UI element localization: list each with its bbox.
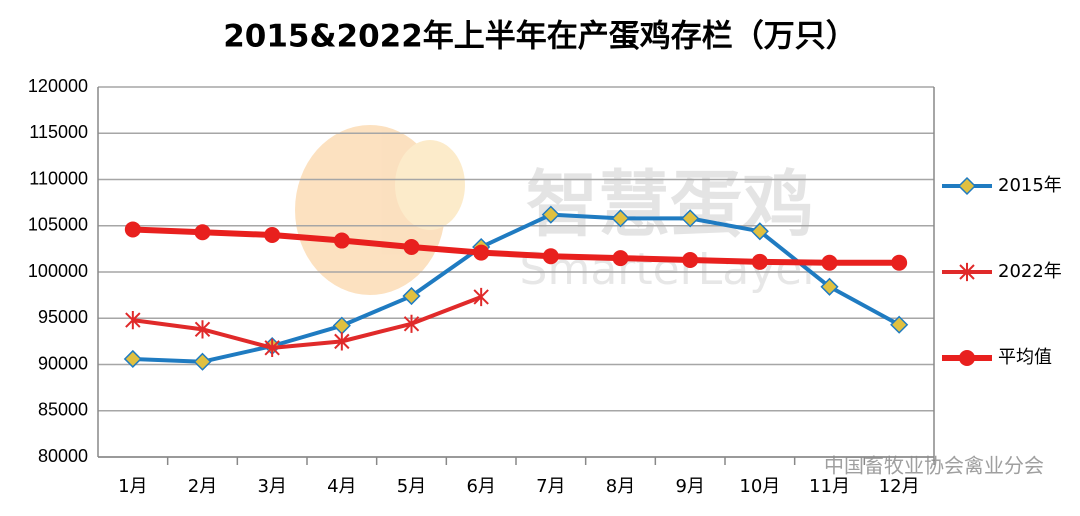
marker <box>333 232 350 249</box>
legend-label: 平均值 <box>998 347 1052 368</box>
y-tick-label: 80000 <box>38 446 88 466</box>
marker <box>542 248 559 265</box>
x-tick-label: 6月 <box>466 476 495 497</box>
marker <box>125 311 141 330</box>
marker <box>681 209 700 228</box>
legend-item: 2022年 <box>942 261 1062 282</box>
series-line <box>132 226 900 266</box>
marker <box>334 332 350 351</box>
marker <box>821 254 838 271</box>
y-tick-label: 105000 <box>28 215 88 235</box>
marker <box>403 239 420 256</box>
marker <box>959 262 975 282</box>
legend-item: 平均值 <box>942 347 1052 368</box>
x-tick-label: 5月 <box>397 476 426 497</box>
marker <box>264 227 281 243</box>
y-tick-label: 90000 <box>38 353 88 373</box>
marker <box>473 287 489 307</box>
legend-label: 2015年 <box>998 175 1062 196</box>
watermark-logo <box>295 125 465 295</box>
y-tick-label: 85000 <box>38 400 88 420</box>
marker <box>751 253 768 270</box>
watermark-text: 智慧蛋鸡 <box>526 163 814 247</box>
marker <box>820 277 839 296</box>
series-line <box>132 212 901 364</box>
marker <box>891 254 908 271</box>
marker <box>194 224 211 241</box>
marker <box>194 320 211 339</box>
marker <box>611 209 630 228</box>
marker <box>473 244 490 261</box>
marker <box>541 205 560 224</box>
y-tick-label: 120000 <box>28 76 88 96</box>
marker <box>193 352 212 371</box>
marker <box>890 315 909 334</box>
x-tick-label: 9月 <box>675 476 704 497</box>
series-line <box>132 295 482 350</box>
x-tick-label: 3月 <box>257 476 286 497</box>
x-tick-label: 7月 <box>536 476 565 497</box>
x-tick-label: 12月 <box>879 476 920 497</box>
marker <box>402 286 421 306</box>
legend-label: 2022年 <box>998 261 1062 282</box>
watermark-text: SmarterLayer <box>520 244 822 295</box>
marker <box>750 222 769 241</box>
marker <box>123 349 142 369</box>
marker <box>403 314 420 333</box>
x-tick-label: 4月 <box>327 476 356 497</box>
marker <box>264 338 280 357</box>
x-tick-label: 1月 <box>118 476 147 497</box>
chart-title: 2015&2022年上半年在产蛋鸡存栏（万只） <box>223 19 857 55</box>
legend-item: 2015年 <box>942 175 1062 196</box>
y-tick-label: 100000 <box>28 261 88 281</box>
y-tick-label: 110000 <box>29 168 88 188</box>
marker <box>124 221 141 238</box>
marker <box>682 251 699 268</box>
marker <box>959 350 975 366</box>
x-tick-label: 11月 <box>809 476 850 497</box>
x-tick-label: 8月 <box>606 476 635 497</box>
marker <box>332 316 351 335</box>
y-tick-label: 95000 <box>38 307 88 327</box>
marker <box>957 176 977 196</box>
x-tick-label: 2月 <box>188 476 217 497</box>
y-tick-label: 115000 <box>29 122 88 142</box>
x-tick-label: 10月 <box>739 476 780 497</box>
marker <box>612 250 629 267</box>
